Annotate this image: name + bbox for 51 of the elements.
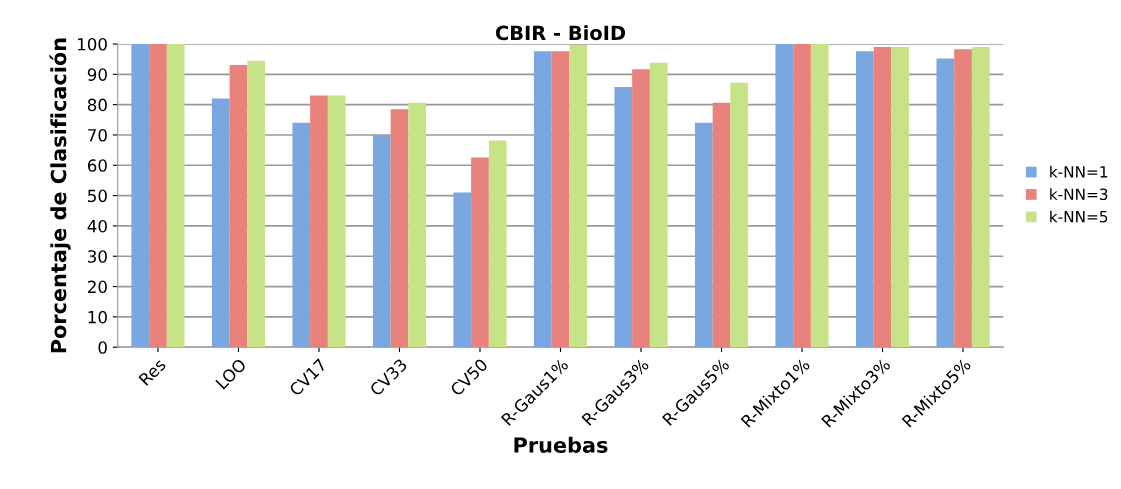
x-tick-label: Res bbox=[138, 357, 167, 386]
y-axis-title: Porcentaje de Clasificación bbox=[49, 38, 71, 353]
y-tick-label: 70 bbox=[88, 128, 107, 142]
bar bbox=[372, 134, 391, 348]
y-tick-label: 90 bbox=[87, 68, 107, 81]
bar bbox=[569, 44, 588, 348]
legend-label: k-NN=5 bbox=[1050, 210, 1108, 223]
bar bbox=[327, 95, 346, 348]
y-tick-label: 60 bbox=[87, 159, 107, 172]
bar bbox=[810, 44, 829, 348]
y-tick-label: 0 bbox=[98, 341, 107, 354]
y-tick-label: 30 bbox=[88, 250, 107, 263]
bar bbox=[166, 44, 185, 348]
x-axis-title: Pruebas bbox=[514, 436, 608, 453]
bar bbox=[891, 47, 910, 348]
bar bbox=[632, 69, 650, 348]
bar bbox=[149, 44, 167, 348]
bar bbox=[211, 98, 230, 348]
bar bbox=[649, 62, 668, 348]
y-tick-label: 40 bbox=[87, 219, 107, 233]
y-tick-label: 20 bbox=[88, 280, 107, 294]
bar bbox=[551, 51, 570, 348]
bar bbox=[614, 87, 633, 348]
bar bbox=[131, 44, 150, 348]
bar bbox=[936, 58, 955, 348]
y-tick-label: 10 bbox=[88, 310, 107, 324]
bar bbox=[712, 102, 731, 348]
bar bbox=[730, 82, 749, 348]
bar bbox=[390, 109, 409, 348]
bar bbox=[229, 64, 248, 348]
bar bbox=[453, 192, 472, 348]
legend-label: k-NN=3 bbox=[1050, 188, 1108, 201]
bar bbox=[292, 122, 311, 348]
y-tick-label: 80 bbox=[87, 98, 107, 112]
bar bbox=[793, 44, 811, 348]
bar bbox=[471, 157, 489, 348]
y-tick-label: 50 bbox=[88, 189, 107, 203]
legend-label: k-NN=1 bbox=[1050, 165, 1108, 178]
y-tick-label: 100 bbox=[78, 37, 107, 51]
bar bbox=[488, 140, 507, 348]
bar bbox=[855, 51, 874, 348]
bar bbox=[247, 60, 266, 348]
bar bbox=[533, 51, 552, 348]
bar bbox=[954, 49, 972, 348]
bar bbox=[775, 44, 794, 348]
bar bbox=[408, 102, 427, 348]
bar bbox=[310, 95, 328, 348]
bar bbox=[694, 122, 713, 348]
bar bbox=[971, 47, 990, 348]
bar bbox=[873, 47, 892, 348]
chart-title: CBIR - BioID bbox=[495, 25, 626, 41]
